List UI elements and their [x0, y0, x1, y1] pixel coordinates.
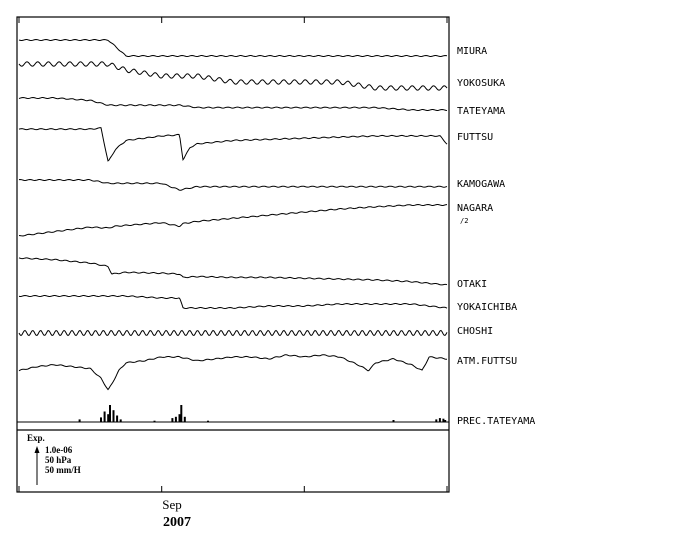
- precip-bar: [112, 410, 115, 422]
- precip-bar: [107, 414, 110, 422]
- series-otaki: [18, 257, 448, 286]
- precip-bar: [207, 420, 209, 422]
- series-layer: [18, 38, 448, 422]
- series-labels: MIURA YOKOSUKA TATEYAMA FUTTSU KAMOGAWA NAGAR…: [457, 46, 535, 427]
- series-note-nagara: /2: [460, 217, 468, 225]
- precip-bar: [119, 419, 122, 422]
- series-label-miura: MIURA: [457, 46, 487, 57]
- series-label-yokaichiba: YOKAICHIBA: [457, 302, 517, 313]
- precip-bar: [103, 411, 106, 422]
- series-label-prec-tateyama: PREC.TATEYAMA: [457, 416, 535, 427]
- x-tick-label-month: Sep: [162, 497, 182, 512]
- series-miura: [18, 38, 448, 58]
- series-label-atm-futtsu: ATM.FUTTSU: [457, 356, 517, 367]
- series-label-choshi: CHOSHI: [457, 326, 493, 337]
- precip-bar: [435, 419, 438, 422]
- precip-bar: [178, 414, 181, 422]
- series-prec-tateyama: [78, 405, 447, 422]
- precip-bar: [174, 416, 177, 422]
- series-tateyama: [18, 96, 448, 112]
- plot-area: [16, 16, 450, 493]
- precip-bar: [153, 420, 156, 422]
- precip-bar: [171, 418, 174, 422]
- series-label-yokosuka: YOKOSUKA: [457, 78, 505, 89]
- series-kamogawa: [18, 178, 448, 191]
- x-tick-label-year: 2007: [163, 515, 191, 530]
- precip-bar: [392, 420, 395, 422]
- series-atm-futtsu: [18, 354, 447, 391]
- precip-bar: [444, 420, 447, 422]
- scale-legend-precipitation: 50 mm/H: [45, 465, 81, 475]
- series-yokaichiba: [18, 294, 448, 310]
- series-label-tateyama: TATEYAMA: [457, 106, 505, 117]
- scale-legend-pressure: 50 hPa: [45, 455, 72, 465]
- series-yokosuka: [18, 61, 448, 91]
- series-label-futtsu: FUTTSU: [457, 132, 493, 143]
- precip-bar: [78, 419, 81, 422]
- precip-bar: [183, 416, 186, 422]
- series-label-kamogawa: KAMOGAWA: [457, 179, 505, 190]
- precip-bar: [109, 405, 111, 422]
- series-label-nagara: NAGARA: [457, 203, 493, 214]
- precip-bar: [116, 415, 119, 422]
- series-choshi: [18, 329, 448, 337]
- precip-bar: [438, 418, 441, 422]
- precip-bar: [442, 418, 445, 422]
- scale-legend-title: Exp.: [27, 433, 45, 443]
- series-futtsu: [18, 127, 448, 162]
- series-label-otaki: OTAKI: [457, 279, 487, 290]
- scale-arrow-head: [34, 446, 40, 453]
- precip-bar: [100, 417, 102, 422]
- scale-legend-strain: 1.0e-06: [45, 445, 73, 455]
- series-nagara: [18, 203, 448, 237]
- x-axis-ticks: [18, 17, 448, 492]
- scale-legend: Exp. 1.0e-06 50 hPa 50 mm/H: [27, 433, 81, 485]
- precip-bar: [180, 405, 183, 422]
